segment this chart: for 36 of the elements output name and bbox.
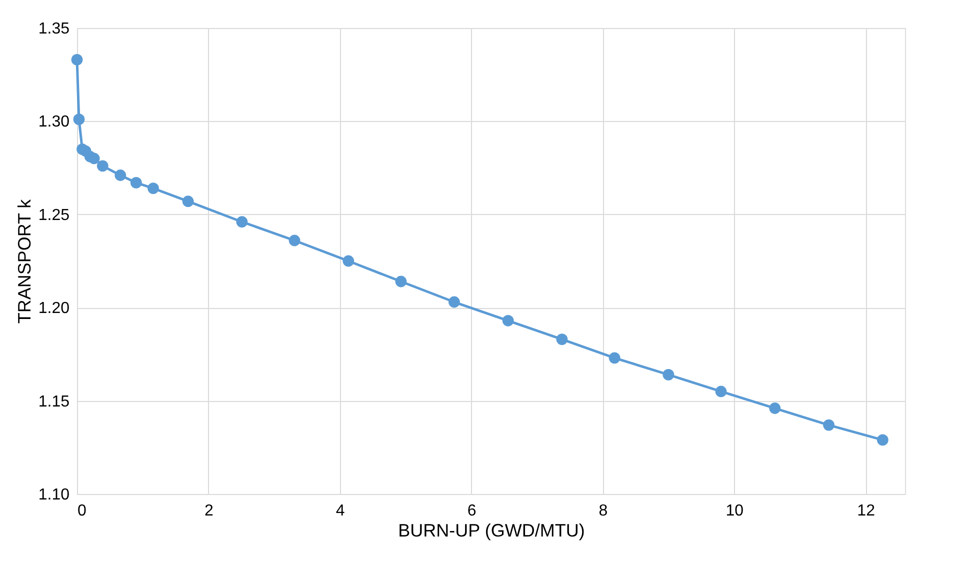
point bbox=[662, 369, 674, 380]
point bbox=[715, 386, 727, 398]
point bbox=[236, 216, 248, 228]
x-tick-label: 12 bbox=[857, 502, 876, 520]
point bbox=[96, 160, 108, 172]
y-tick-label: 1.15 bbox=[38, 393, 70, 410]
point bbox=[130, 177, 142, 188]
x-tick-label: 0 bbox=[78, 502, 86, 520]
point bbox=[88, 152, 100, 164]
point bbox=[608, 352, 620, 364]
point bbox=[502, 314, 514, 326]
point bbox=[73, 114, 85, 126]
x-tick-label: 2 bbox=[204, 502, 214, 520]
y-tick-label: 1.25 bbox=[38, 206, 70, 224]
point bbox=[71, 54, 83, 66]
x-axis-title: BURN-UP (GWD/MTU) bbox=[398, 520, 585, 540]
x-tick-label: 4 bbox=[336, 502, 345, 520]
y-axis-title: TRANSPORT k bbox=[14, 198, 34, 324]
point bbox=[148, 182, 159, 194]
x-tick-label: 6 bbox=[467, 502, 476, 520]
point bbox=[114, 170, 126, 181]
y-tick-label: 1.35 bbox=[38, 20, 70, 38]
x-tick-label: 8 bbox=[598, 502, 608, 520]
point bbox=[823, 419, 834, 431]
point bbox=[395, 276, 407, 288]
y-tick-label: 1.30 bbox=[38, 114, 70, 131]
point bbox=[556, 334, 568, 345]
y-tick-label: 1.20 bbox=[38, 300, 70, 318]
y-tick-label: 1.10 bbox=[38, 486, 70, 504]
point bbox=[769, 402, 781, 414]
x-tick-label: 10 bbox=[726, 502, 744, 520]
point bbox=[288, 234, 300, 246]
point bbox=[448, 296, 460, 308]
point bbox=[876, 434, 888, 446]
point bbox=[182, 196, 194, 208]
point bbox=[342, 255, 354, 267]
